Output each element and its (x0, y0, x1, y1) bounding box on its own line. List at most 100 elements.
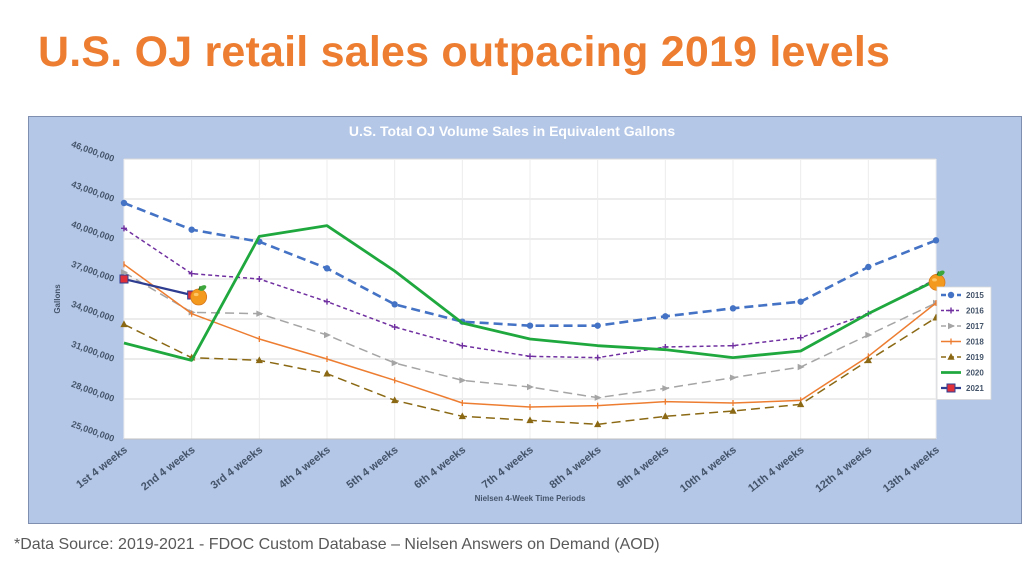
data-point (797, 400, 805, 408)
data-point (594, 420, 602, 428)
legend-label: 2020 (966, 369, 984, 378)
y-tick-label: 25,000,000 (70, 419, 116, 444)
data-point (459, 377, 467, 384)
x-tick-label: 3rd 4 weeks (209, 444, 266, 492)
data-point (526, 416, 534, 424)
data-point (865, 331, 873, 339)
data-point (729, 305, 737, 312)
y-tick-label: 46,000,000 (70, 139, 116, 164)
data-point (864, 356, 872, 364)
series-lines (119, 199, 940, 428)
data-point (256, 276, 263, 282)
data-point (948, 307, 954, 314)
data-point (391, 324, 398, 330)
series-2020 (123, 224, 937, 362)
data-point (459, 342, 466, 349)
x-tick-label: 13th 4 weeks (881, 444, 942, 495)
data-point (932, 237, 940, 244)
orange-icon (190, 285, 208, 306)
data-point (947, 291, 955, 299)
legend-item-2018: 2018 (941, 338, 984, 347)
data-point (188, 226, 195, 233)
data-point (255, 356, 263, 364)
data-point (661, 412, 669, 420)
data-point (188, 270, 195, 277)
series-line (123, 277, 192, 297)
data-point (865, 263, 872, 271)
x-tick-label: 11th 4 weeks (746, 444, 806, 495)
orange-icons (190, 270, 946, 306)
legend: 2015 2016 2017 2018 2019 2020 2021 (936, 286, 992, 400)
x-tick-label: 5th 4 weeks (344, 444, 400, 491)
data-point (323, 265, 331, 272)
y-tick-label: 31,000,000 (70, 339, 116, 364)
data-point (797, 363, 805, 371)
data-point (121, 269, 128, 276)
series-2019 (120, 313, 940, 428)
data-point (594, 354, 601, 361)
legend-label: 2021 (966, 384, 984, 393)
series-2015 (120, 199, 940, 329)
y-tick-label: 34,000,000 (70, 299, 116, 324)
y-tick-label: 40,000,000 (70, 219, 116, 244)
data-point (391, 359, 399, 367)
x-tick-label: 12th 4 weeks (813, 444, 874, 495)
data-point (730, 342, 736, 349)
data-point (662, 313, 669, 320)
y-tick-label: 43,000,000 (70, 179, 116, 204)
data-point (391, 396, 399, 404)
orange-icon (928, 270, 946, 291)
x-tick-label: 1st 4 weeks (74, 444, 130, 491)
data-point (729, 407, 737, 414)
data-point (120, 320, 128, 328)
data-point (256, 310, 264, 317)
legend-label: 2018 (966, 338, 984, 347)
legend-label: 2017 (966, 322, 984, 331)
data-point (797, 298, 804, 305)
data-point (526, 322, 534, 329)
data-point (594, 394, 602, 401)
x-tick-label: 7th 4 weeks (480, 444, 536, 491)
data-point (120, 199, 128, 207)
y-axis: 25,000,000 28,000,000 31,000,000 34,000,000… (70, 139, 116, 444)
data-point (527, 383, 534, 391)
line-chart: U.S. Total OJ Volume Sales in Equivalent… (53, 123, 992, 503)
x-tick-label: 2nd 4 weeks (139, 444, 197, 493)
data-point (527, 353, 533, 360)
data-point (391, 301, 398, 308)
x-axis: 1st 4 weeks 2nd 4 weeks 3rd 4 weeks 4th 4 w… (74, 444, 942, 495)
data-point (324, 298, 330, 305)
x-tick-label: 8th 4 weeks (547, 444, 603, 491)
data-point (458, 412, 466, 420)
x-axis-title: Nielsen 4-Week Time Periods (475, 494, 586, 503)
legend-label: 2015 (966, 291, 984, 300)
data-point (948, 322, 955, 330)
y-tick-label: 28,000,000 (70, 379, 116, 404)
data-point (121, 225, 127, 232)
x-tick-label: 6th 4 weeks (412, 444, 468, 491)
x-tick-label: 4th 4 weeks (277, 444, 333, 491)
legend-item-2020: 2020 (941, 369, 984, 378)
data-point (947, 353, 955, 360)
x-tick-label: 9th 4 weeks (615, 444, 671, 491)
y-tick-label: 37,000,000 (70, 259, 116, 284)
x-tick-label: 10th 4 weeks (678, 444, 739, 495)
legend-item-2015: 2015 (941, 291, 984, 300)
legend-item-2019: 2019 (941, 353, 984, 362)
legend-item-2017: 2017 (941, 322, 984, 331)
series-line (123, 224, 937, 362)
data-point (662, 385, 670, 392)
data-source-footnote: *Data Source: 2019-2021 - FDOC Custom Da… (14, 536, 660, 553)
data-point (946, 383, 956, 393)
data-point (324, 331, 331, 339)
data-point (730, 374, 737, 381)
data-point (797, 334, 804, 341)
legend-label: 2016 (966, 307, 984, 316)
data-point (594, 322, 601, 329)
legend-item-2021: 2021 (941, 383, 984, 393)
chart-panel: U.S. Total OJ Volume Sales in Equivalent… (28, 116, 1022, 524)
legend-box (936, 286, 992, 400)
data-point (119, 274, 129, 284)
legend-label: 2019 (966, 353, 984, 362)
chart-title: U.S. Total OJ Volume Sales in Equivalent… (349, 123, 675, 139)
